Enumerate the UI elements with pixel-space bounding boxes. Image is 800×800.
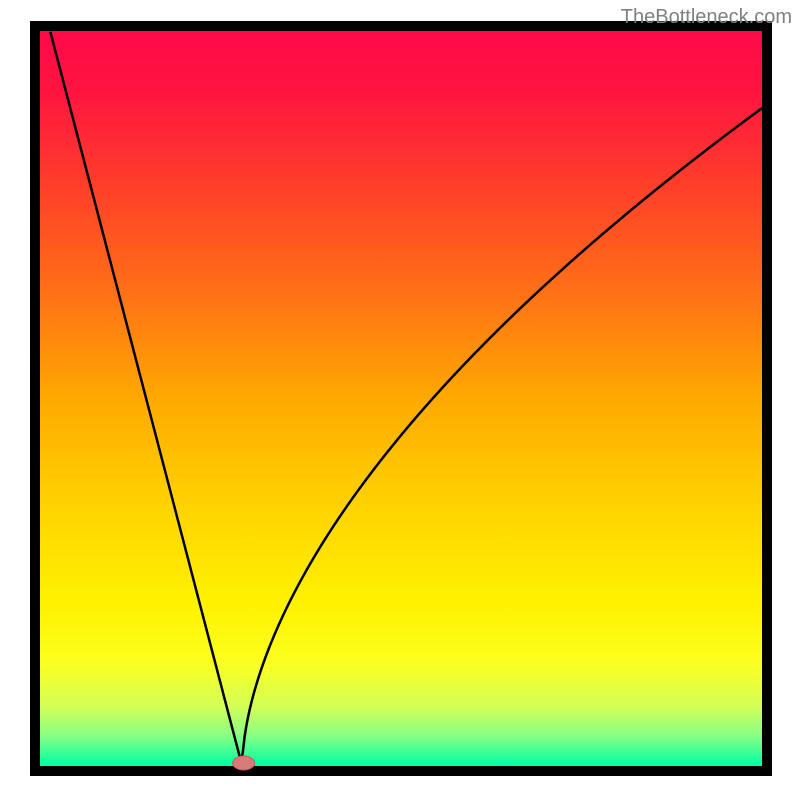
bottleneck-curve-chart bbox=[0, 0, 800, 800]
optimal-point-marker bbox=[233, 756, 255, 770]
attribution-text: TheBottleneck.com bbox=[621, 6, 792, 29]
gradient-background bbox=[40, 31, 762, 766]
